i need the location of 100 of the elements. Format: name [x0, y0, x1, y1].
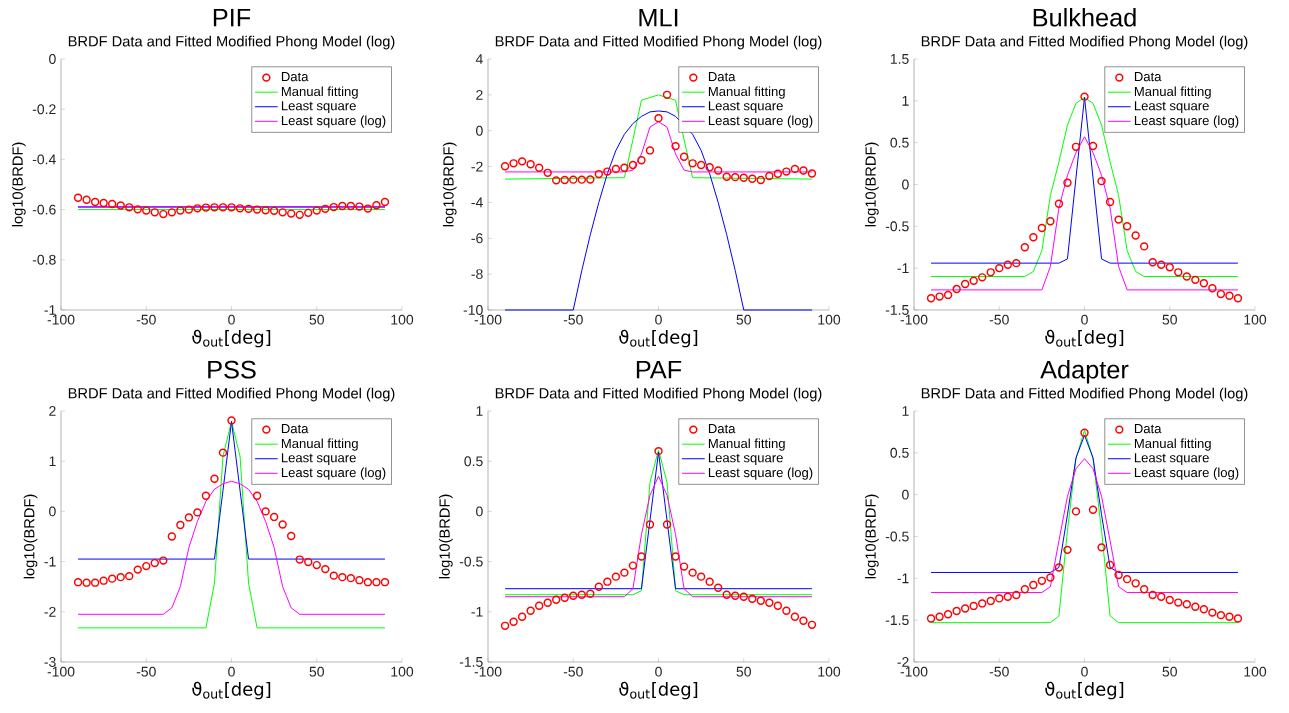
x-tick-label: -100	[474, 314, 502, 325]
line-series	[930, 136, 1239, 291]
x-tick-label: 50	[736, 314, 751, 325]
point	[594, 582, 604, 591]
y-tick-label: -1	[44, 305, 56, 315]
point	[1157, 260, 1166, 270]
point	[133, 205, 142, 214]
point	[662, 90, 672, 100]
y-tick-label: -1.5	[885, 615, 909, 626]
legend-label: Manual fitting	[281, 438, 358, 451]
y-tick-label: -0.2	[32, 104, 56, 115]
point	[731, 172, 740, 182]
point	[611, 164, 621, 174]
y-axis-title: log10(BRDF)	[439, 494, 453, 579]
point	[329, 571, 339, 580]
point	[1046, 217, 1055, 226]
x-tick-label: 0	[1081, 666, 1088, 677]
point	[176, 520, 185, 530]
chart-title: PSS	[208, 360, 256, 379]
point	[193, 508, 202, 517]
y-tick-label: -0.8	[32, 254, 56, 265]
point	[509, 617, 518, 627]
y-axis-title: log10(BRDF)	[442, 142, 457, 227]
x-tick-label: 100	[1244, 314, 1267, 325]
point	[1122, 574, 1132, 584]
point	[1233, 294, 1243, 303]
x-axis-title: ϑ$_{out}$[deg]	[192, 329, 271, 348]
point	[1216, 610, 1226, 620]
point	[150, 558, 159, 568]
point	[82, 578, 91, 587]
point	[534, 163, 544, 173]
point	[765, 598, 774, 607]
point	[82, 195, 91, 205]
point	[552, 176, 561, 185]
point	[679, 562, 689, 571]
legend-label: Manual fitting	[1134, 438, 1211, 451]
y-tick-label: 0	[476, 506, 483, 517]
point	[295, 210, 304, 220]
point	[218, 448, 228, 457]
point	[577, 590, 586, 599]
point	[1037, 223, 1047, 233]
point	[773, 169, 783, 178]
point	[509, 159, 518, 168]
point	[662, 520, 672, 529]
point	[952, 606, 961, 616]
y-tick-label: 0	[902, 489, 909, 500]
point	[116, 572, 125, 582]
point	[176, 206, 185, 215]
point	[611, 572, 621, 581]
point	[713, 166, 723, 175]
point	[312, 560, 321, 570]
point	[952, 284, 961, 294]
point	[295, 555, 304, 564]
point	[269, 512, 279, 522]
point	[355, 202, 364, 211]
x-tick-label: 100	[818, 666, 841, 677]
point	[560, 175, 569, 185]
point	[1208, 608, 1217, 617]
point	[321, 564, 330, 574]
chart-subtitle: BRDF Data and Fitted Modified Phong Model (log)	[495, 35, 822, 50]
point	[969, 601, 978, 611]
y-tick-label: 0	[49, 54, 56, 64]
point	[1182, 600, 1192, 609]
x-axis-title: ϑ$_{out}$[deg]	[192, 681, 271, 700]
y-tick-label: 0	[476, 125, 483, 136]
point	[304, 557, 313, 567]
point	[150, 208, 159, 217]
y-tick-label: 4	[475, 54, 483, 64]
x-axis-title: ϑ$_{out}$[deg]	[1045, 329, 1124, 348]
point	[355, 575, 364, 585]
x-tick-label: 0	[655, 314, 662, 325]
point	[210, 474, 219, 483]
point	[1003, 592, 1012, 601]
x-tick-label: 100	[818, 314, 841, 325]
y-tick-label: -1	[897, 573, 909, 584]
point	[278, 208, 287, 217]
x-tick-label: 0	[228, 314, 235, 325]
point	[782, 167, 791, 176]
point	[620, 568, 629, 577]
point	[765, 171, 774, 181]
x-tick-label: -100	[47, 666, 75, 677]
x-tick-label: -50	[989, 666, 1009, 677]
point	[637, 156, 646, 165]
point	[926, 294, 936, 303]
legend-label: Least square (log)	[281, 115, 386, 128]
point	[552, 595, 561, 604]
x-tick-label: -50	[563, 314, 583, 325]
point	[500, 621, 510, 631]
point	[107, 199, 117, 209]
point	[1216, 289, 1226, 299]
legend-label: Manual fitting	[708, 86, 785, 99]
point	[278, 520, 287, 529]
y-tick-label: -3	[44, 657, 56, 667]
point	[1012, 258, 1021, 268]
point	[500, 162, 510, 171]
chart-subtitle: BRDF Data and Fitted Modified Phong Model (log)	[921, 35, 1248, 50]
y-tick-label: 0.5	[464, 456, 483, 467]
point	[705, 577, 714, 586]
point	[1029, 580, 1038, 590]
point	[99, 198, 108, 208]
